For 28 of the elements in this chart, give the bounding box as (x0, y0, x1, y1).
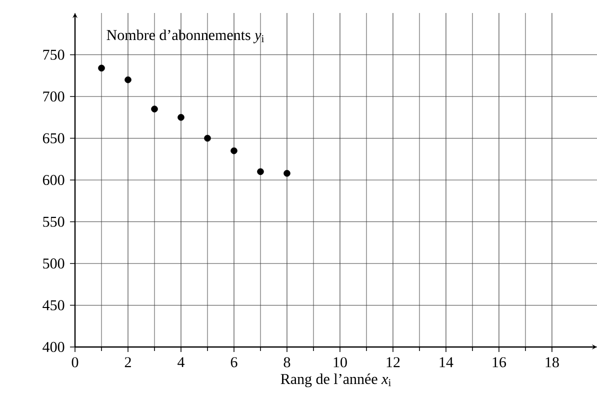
y-tick-label: 750 (43, 50, 64, 60)
point (230, 147, 238, 154)
y-tick-label: 650 (42, 133, 64, 144)
y-tick-label: 700 (43, 91, 64, 102)
point (284, 170, 290, 177)
y-tick-label: 450 (42, 300, 64, 310)
point (257, 168, 264, 176)
y-axis-title: Nombre d’abonnements y$_{i}$ (106, 30, 264, 44)
point (178, 114, 184, 121)
x-tick-label: 6 (230, 357, 238, 368)
point (98, 64, 105, 72)
x-tick-label: 16 (492, 357, 506, 368)
x-tick-label: 14 (440, 357, 454, 368)
x-tick-label: 2 (124, 357, 131, 368)
y-tick-label: 600 (42, 174, 64, 186)
x-axis-title: Rang de l’année x$_{i}$ (280, 374, 391, 388)
point (204, 134, 211, 142)
y-tick-label: 400 (42, 342, 64, 352)
x-tick-label: 12 (386, 357, 400, 368)
x-tick-label: 10 (334, 357, 347, 368)
x-tick-label: 4 (178, 357, 185, 368)
x-tick-label: 18 (546, 357, 559, 368)
x-tick-label: 0 (72, 357, 78, 368)
x-tick-label: 8 (284, 357, 290, 368)
point (124, 76, 132, 84)
y-tick-label: 550 (43, 216, 64, 227)
point (151, 106, 158, 112)
y-tick-label: 500 (43, 258, 64, 269)
